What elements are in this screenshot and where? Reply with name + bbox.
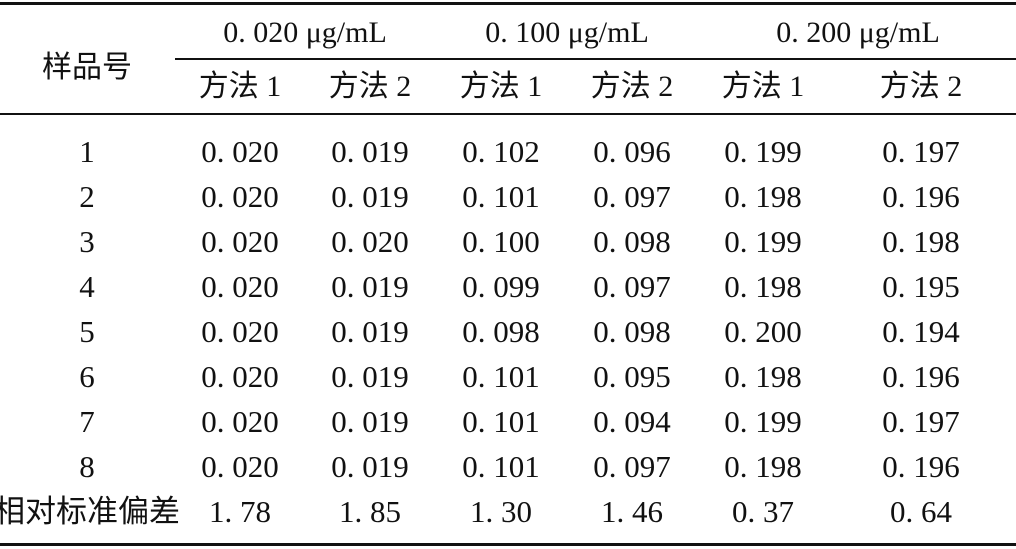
table-cell: 0. 019 bbox=[331, 449, 409, 484]
header-rule bbox=[0, 113, 1016, 115]
table-cell: 0. 198 bbox=[724, 179, 802, 214]
row-label: 6 bbox=[79, 359, 95, 394]
table-cell: 1. 78 bbox=[209, 494, 271, 529]
row-label: 相对标准偏差 bbox=[0, 494, 180, 529]
table-cell: 0. 198 bbox=[724, 269, 802, 304]
row-label: 7 bbox=[79, 404, 95, 439]
row-label: 2 bbox=[79, 179, 95, 214]
table-cell: 0. 094 bbox=[593, 404, 671, 439]
table-cell: 0. 019 bbox=[331, 359, 409, 394]
table-cell: 0. 102 bbox=[462, 134, 540, 169]
method-header: 方法 1 bbox=[198, 70, 282, 103]
table-cell: 0. 020 bbox=[201, 404, 279, 439]
table-cell: 0. 020 bbox=[331, 224, 409, 259]
table-cell: 1. 46 bbox=[601, 494, 663, 529]
table-cell: 0. 020 bbox=[201, 269, 279, 304]
table-cell: 0. 020 bbox=[201, 179, 279, 214]
table-cell: 0. 198 bbox=[724, 359, 802, 394]
table-cell: 0. 101 bbox=[462, 179, 540, 214]
table-cell: 0. 020 bbox=[201, 449, 279, 484]
row-label: 3 bbox=[79, 224, 95, 259]
table-cell: 0. 098 bbox=[462, 314, 540, 349]
table-cell: 0. 097 bbox=[593, 269, 671, 304]
table-cell: 1. 85 bbox=[339, 494, 401, 529]
table-cell: 0. 019 bbox=[331, 269, 409, 304]
table-cell: 0. 198 bbox=[882, 224, 960, 259]
group-header: 0. 100 μg/mL bbox=[485, 16, 649, 49]
method-header: 方法 2 bbox=[328, 70, 412, 103]
table-cell: 0. 019 bbox=[331, 134, 409, 169]
table-cell: 1. 30 bbox=[470, 494, 532, 529]
stub-header: 样品号 bbox=[42, 51, 132, 84]
method-header: 方法 1 bbox=[721, 70, 805, 103]
table-cell: 0. 197 bbox=[882, 404, 960, 439]
row-label: 8 bbox=[79, 449, 95, 484]
row-label: 5 bbox=[79, 314, 95, 349]
table-cell: 0. 098 bbox=[593, 314, 671, 349]
table-cell: 0. 196 bbox=[882, 179, 960, 214]
table-cell: 0. 095 bbox=[593, 359, 671, 394]
table-cell: 0. 199 bbox=[724, 134, 802, 169]
group-header: 0. 020 μg/mL bbox=[223, 16, 387, 49]
table-cell: 0. 098 bbox=[593, 224, 671, 259]
bottom-rule bbox=[0, 543, 1016, 546]
top-rule bbox=[0, 2, 1016, 5]
table-cell: 0. 019 bbox=[331, 404, 409, 439]
group-header: 0. 200 μg/mL bbox=[776, 16, 940, 49]
table-cell: 0. 101 bbox=[462, 359, 540, 394]
table-cell: 0. 020 bbox=[201, 224, 279, 259]
table-cell: 0. 195 bbox=[882, 269, 960, 304]
group-rule bbox=[175, 58, 1016, 60]
method-header: 方法 2 bbox=[590, 70, 674, 103]
table-cell: 0. 198 bbox=[724, 449, 802, 484]
table-cell: 0. 097 bbox=[593, 179, 671, 214]
method-header: 方法 1 bbox=[459, 70, 543, 103]
table-cell: 0. 020 bbox=[201, 314, 279, 349]
table-cell: 0. 020 bbox=[201, 359, 279, 394]
row-label: 4 bbox=[79, 269, 95, 304]
table-cell: 0. 019 bbox=[331, 179, 409, 214]
table-cell: 0. 196 bbox=[882, 449, 960, 484]
table-cell: 0. 200 bbox=[724, 314, 802, 349]
table-cell: 0. 019 bbox=[331, 314, 409, 349]
table-cell: 0. 101 bbox=[462, 449, 540, 484]
table-cell: 0. 099 bbox=[462, 269, 540, 304]
table-cell: 0. 101 bbox=[462, 404, 540, 439]
table-cell: 0. 194 bbox=[882, 314, 960, 349]
table-cell: 0. 199 bbox=[724, 404, 802, 439]
table-cell: 0. 020 bbox=[201, 134, 279, 169]
table-cell: 0. 197 bbox=[882, 134, 960, 169]
table-cell: 0. 37 bbox=[732, 494, 794, 529]
method-header: 方法 2 bbox=[879, 70, 963, 103]
table-cell: 0. 196 bbox=[882, 359, 960, 394]
table-cell: 0. 199 bbox=[724, 224, 802, 259]
table-cell: 0. 096 bbox=[593, 134, 671, 169]
table-cell: 0. 097 bbox=[593, 449, 671, 484]
table-cell: 0. 100 bbox=[462, 224, 540, 259]
row-label: 1 bbox=[79, 134, 95, 169]
table-cell: 0. 64 bbox=[890, 494, 952, 529]
